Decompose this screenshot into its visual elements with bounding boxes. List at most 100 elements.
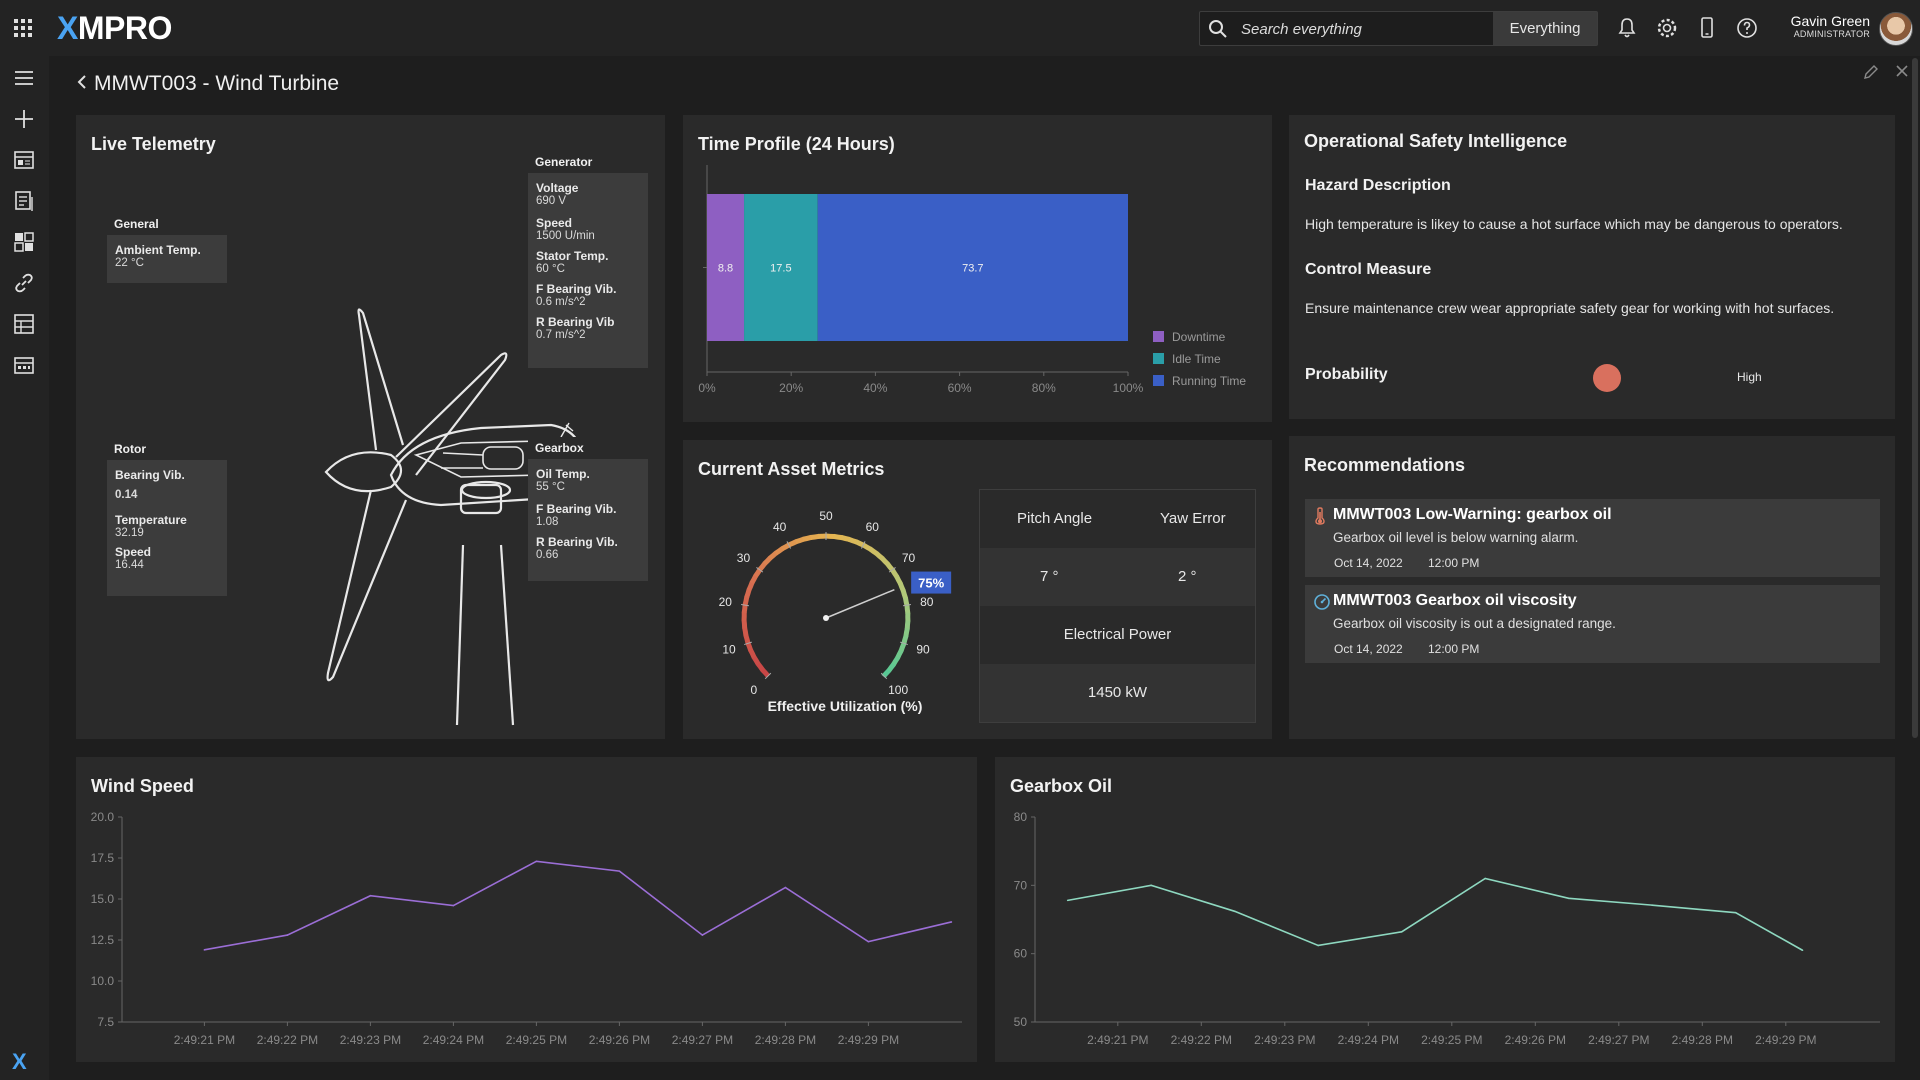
rotor-telemetry-box: Rotor Bearing Vib. 0.14 Temperature 32.1… xyxy=(107,438,227,596)
series-point xyxy=(1651,904,1653,906)
recommendations-title: Recommendations xyxy=(1304,455,1466,475)
gauge-arc-segment xyxy=(903,627,910,637)
gauge-arc-segment xyxy=(742,626,749,637)
y-tick-label: 17.5 xyxy=(91,851,115,865)
x-tick-label: 2:49:24 PM xyxy=(423,1033,484,1047)
series-line xyxy=(1067,877,1803,951)
gauge-arc-segment xyxy=(898,642,907,653)
series-point xyxy=(867,940,870,943)
x-tick-label: 80% xyxy=(1032,381,1056,395)
recommendation-item[interactable]: MMWT003 Low-Warning: gearbox oil Gearbox… xyxy=(1305,499,1880,577)
gauge-tick-label: 100 xyxy=(888,683,908,697)
edit-pencil-icon[interactable] xyxy=(1862,63,1880,81)
app-grid-icon[interactable] xyxy=(12,17,34,39)
series-point xyxy=(369,894,372,897)
recommendation-desc: Gearbox oil viscosity is out a designate… xyxy=(1333,616,1616,631)
bell-icon[interactable] xyxy=(1614,15,1640,41)
page-title: MMWT003 - Wind Turbine xyxy=(76,72,339,96)
control-heading: Control Measure xyxy=(1305,261,1432,278)
series-point xyxy=(1801,949,1804,952)
gauge-tick xyxy=(900,641,908,646)
legend-downtime[interactable]: Downtime xyxy=(1153,330,1225,344)
recommendation-title: MMWT003 Low-Warning: gearbox oil xyxy=(1333,506,1612,523)
gauge-arc-segment xyxy=(768,550,779,561)
page-title-text: MMWT003 - Wind Turbine xyxy=(94,72,340,95)
mobile-device-icon[interactable] xyxy=(1694,15,1720,41)
gauge-arc-segment xyxy=(904,605,911,615)
gauge-arc-segment xyxy=(840,535,851,542)
search-box[interactable]: Search everything Everything xyxy=(1199,11,1598,46)
y-tick-label: 60 xyxy=(1014,947,1028,961)
rotor-bearing-vib-value: 0.14 xyxy=(115,489,138,501)
gauge-arc-segment xyxy=(881,668,891,679)
wind-speed-card: Wind Speed 20.0 17.5 15.0 12.5 10.0 7.5 2:49:2… xyxy=(76,757,977,1062)
link-icon[interactable] xyxy=(12,271,36,295)
gauge-tick-label: 40 xyxy=(773,520,787,534)
hamburger-menu-icon[interactable] xyxy=(12,66,36,90)
back-arrow-icon[interactable] xyxy=(76,72,94,96)
search-input[interactable]: Search everything xyxy=(1241,21,1362,38)
widgets-icon[interactable] xyxy=(12,230,36,254)
y-tick-label: 7.5 xyxy=(97,1015,114,1029)
gauge-arc-segment xyxy=(886,662,896,673)
gauge-arc-segment xyxy=(748,648,757,659)
gauge-value-badge xyxy=(911,571,952,594)
gauge-arc-segment xyxy=(895,649,904,660)
gauge-tick xyxy=(880,672,888,680)
time-profile-title: Time Profile (24 Hours) xyxy=(698,134,895,154)
series-point xyxy=(1317,944,1319,947)
y-tick-label: 70 xyxy=(1014,878,1028,892)
gauge-arc-segment xyxy=(753,567,763,578)
x-tick-label: 2:49:27 PM xyxy=(672,1033,733,1047)
gauge-arc-segment xyxy=(744,588,752,599)
recommendations-icon[interactable] xyxy=(12,189,36,213)
page-scrollbar[interactable] xyxy=(1912,58,1918,738)
rotor-temperature-value: 32.19 xyxy=(115,527,144,539)
gauge-arc-segment xyxy=(897,582,906,593)
gear-icon[interactable] xyxy=(1654,15,1680,41)
recommendation-item[interactable]: MMWT003 Gearbox oil viscosity Gearbox oi… xyxy=(1305,585,1880,663)
gauge-tick-label: 10 xyxy=(722,643,736,657)
series-point xyxy=(1567,897,1570,900)
stator-temp-label: Stator Temp. xyxy=(536,249,609,263)
gearbox-oil-chart: 80 70 60 50 2:49:21 PM 2:49:22 PM 2:49:23 PM 2:… xyxy=(1014,810,1880,1047)
series-line xyxy=(204,860,952,951)
app-logo[interactable]: XMPRO xyxy=(57,10,172,46)
x-tick-label: 20% xyxy=(779,381,803,395)
search-scope-dropdown[interactable]: Everything xyxy=(1493,12,1597,45)
gauge-arc-segment xyxy=(890,568,900,579)
rotor-temperature-label: Temperature xyxy=(115,513,187,527)
add-icon[interactable] xyxy=(12,107,36,131)
x-tick-label: 100% xyxy=(1113,381,1144,395)
stator-temp-value: 60 °C xyxy=(536,263,565,275)
rotor-bearing-vib-label: Bearing Vib. xyxy=(115,468,185,482)
x-tick-label: 2:49:22 PM xyxy=(257,1033,318,1047)
gauge-arc-segment xyxy=(760,667,770,678)
gauge-tick xyxy=(756,567,764,573)
y-tick-label: 80 xyxy=(1014,810,1028,824)
rotor-speed-value: 16.44 xyxy=(115,559,144,571)
search-icon xyxy=(1209,20,1227,38)
close-icon[interactable] xyxy=(1894,63,1910,79)
xmpro-mark-icon[interactable]: X xyxy=(12,1049,27,1074)
dashboard-icon[interactable] xyxy=(12,148,36,172)
gauge-arc-segment xyxy=(755,661,765,672)
legend-idle-time[interactable]: Idle Time xyxy=(1153,352,1221,366)
series-point xyxy=(1233,910,1236,913)
help-icon[interactable] xyxy=(1734,15,1760,41)
x-tick-label: 2:49:28 PM xyxy=(1672,1033,1733,1047)
bar-data-label: 8.8 xyxy=(718,263,733,275)
bar-data-label: 73.7 xyxy=(962,263,983,275)
gauge-arc-segment xyxy=(795,536,805,545)
recommendation-title: MMWT003 Gearbox oil viscosity xyxy=(1333,592,1577,609)
x-tick-label: 2:49:28 PM xyxy=(755,1033,816,1047)
gauge-arc-segment xyxy=(743,634,751,644)
gauge-tick-label: 20 xyxy=(719,595,733,609)
x-tick-label: 2:49:29 PM xyxy=(1755,1033,1816,1047)
legend-running-time[interactable]: Running Time xyxy=(1153,374,1246,388)
x-tick-label: 2:49:29 PM xyxy=(838,1033,899,1047)
avatar[interactable] xyxy=(1879,12,1913,46)
user-info[interactable]: Gavin Green ADMINISTRATOR xyxy=(1783,13,1870,39)
data-stream-icon[interactable] xyxy=(12,312,36,336)
calendar-icon[interactable] xyxy=(12,353,36,377)
